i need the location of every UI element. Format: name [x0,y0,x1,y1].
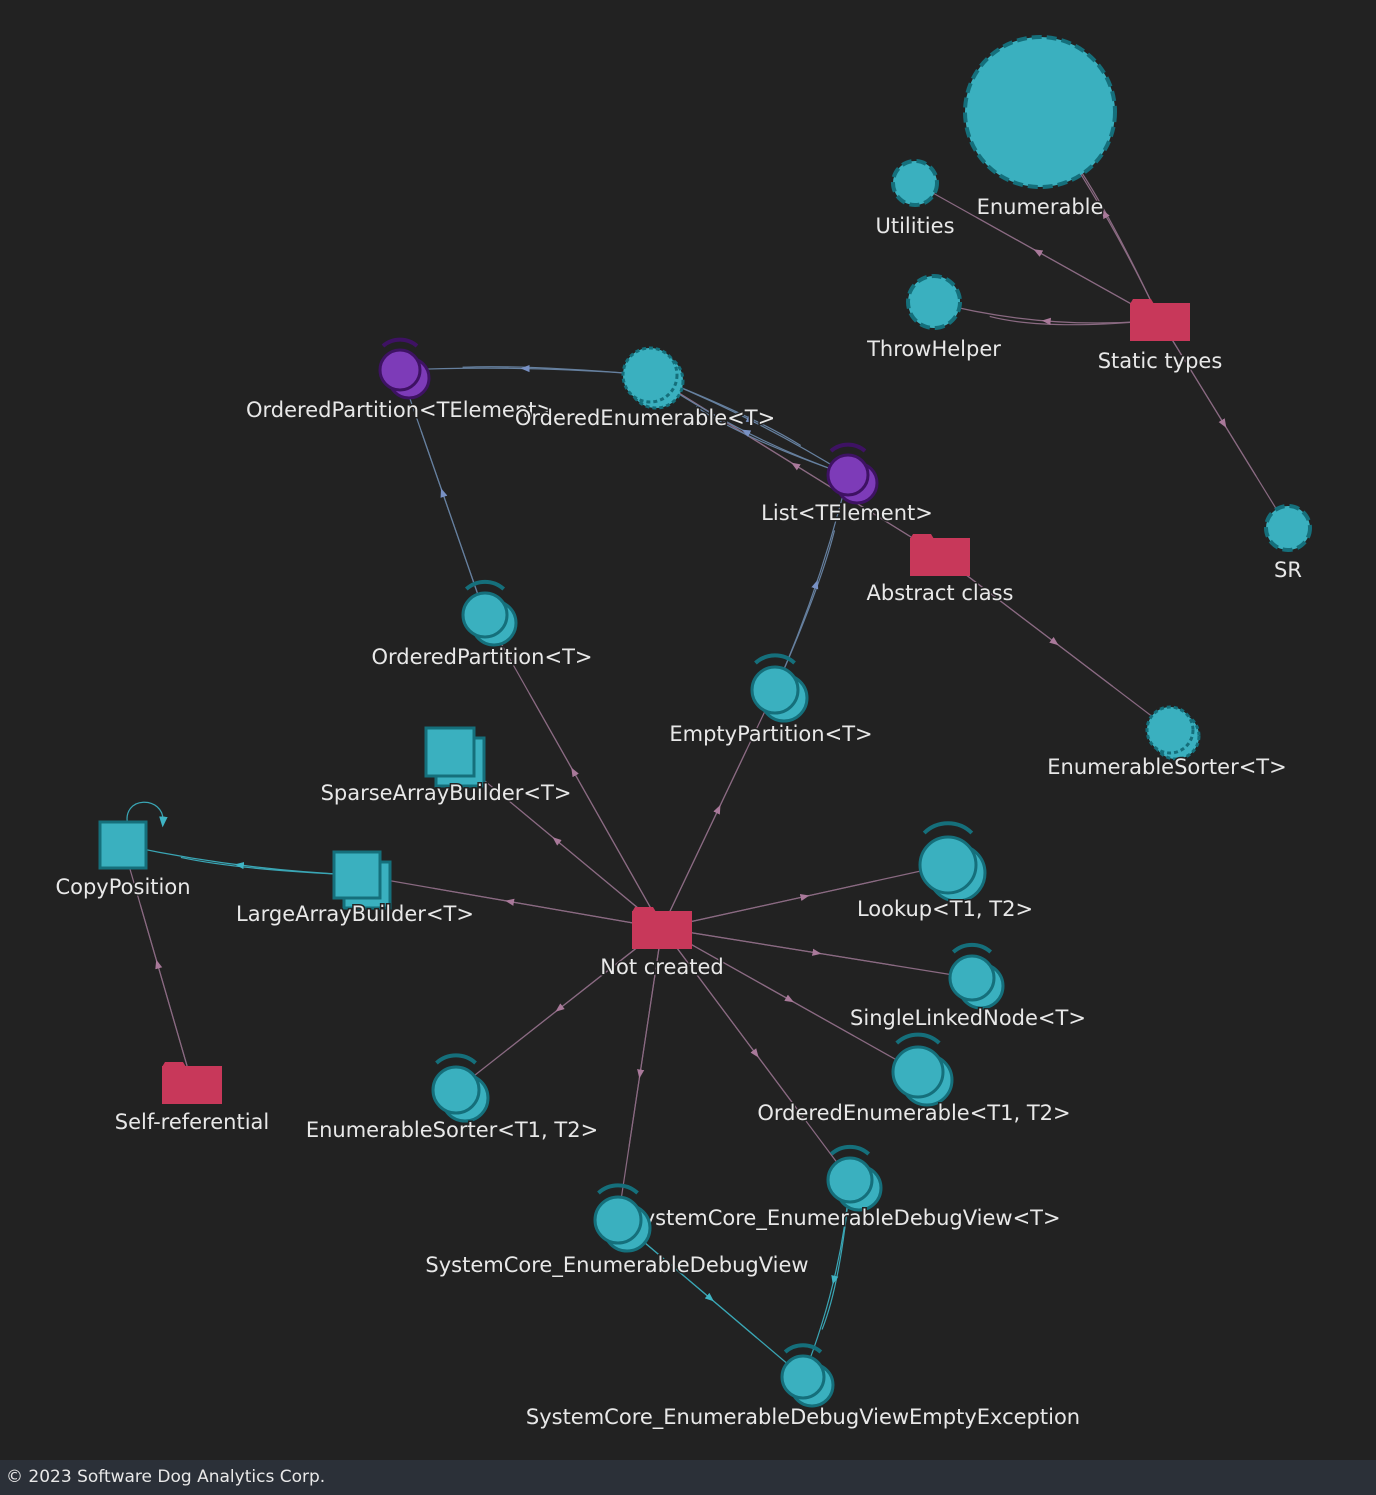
node: List<TElement> [760,442,934,527]
self-loop [126,801,168,828]
node-circle [891,159,939,207]
node-circle [948,954,996,1002]
node: EnumerableSorter<T> [1046,705,1288,781]
node-arc [922,821,974,835]
node-label: Static types [1098,349,1223,373]
node-circle [750,665,800,715]
graph: Enumerable Utilities ThrowHelper Static typ… [54,35,1312,1432]
node-arc [381,337,419,348]
node-label: SystemCore_EnumerableDebugView<T> [629,1206,1060,1231]
node-circle [826,453,870,497]
node-label: Lookup<T1, T2> [857,897,1033,921]
edge-line [933,301,1161,324]
edge-line [122,844,358,876]
node-circle [378,348,422,392]
node-circle [906,274,962,330]
node-circle [431,1065,481,1115]
node: Not created [599,907,725,981]
node: OrderedPartition<T> [370,579,594,671]
node: EmptyPartition<T> [668,653,874,748]
node-circle [621,346,679,404]
folder-tab [910,534,934,539]
node-label: OrderedPartition<TElement> [246,398,554,422]
node-circle [1264,504,1312,552]
node: OrderedEnumerable<T1, T2> [756,1032,1072,1127]
node-circle [918,835,978,895]
node-label: Utilities [875,214,954,238]
node: OrderedPartition<TElement> [245,337,555,424]
node-label: CopyPosition [55,875,190,899]
node-arc [783,1343,823,1354]
node-square [332,850,382,900]
node-circle [826,1156,874,1204]
node-label: OrderedEnumerable<T> [515,406,775,430]
node: SingleLinkedNode<T> [849,942,1087,1032]
node: SR [1264,504,1312,584]
node-square [424,726,476,778]
node-circle [593,1195,643,1245]
node-circle [963,35,1117,189]
folder [910,538,970,576]
node-arc [597,1183,639,1195]
node-arc [951,942,993,954]
node-label: LargeArrayBuilder<T> [236,902,474,926]
node: Lookup<T1, T2> [855,821,1035,923]
node: Static types [1096,299,1224,375]
footer: © 2023 Software Dog Analytics Corp. [0,1460,1376,1495]
folder [632,911,692,949]
node: OrderedEnumerable<T> [513,346,777,432]
node: LargeArrayBuilder<T> [235,850,475,928]
node-label: Not created [600,955,723,979]
node-arc [754,653,796,665]
node-arc [464,579,506,591]
node: SystemCore_EnumerableDebugView [424,1183,810,1280]
node-label: SingleLinkedNode<T> [850,1006,1086,1030]
node-label: SystemCore_EnumerableDebugView [425,1253,808,1278]
node-label: OrderedPartition<T> [371,645,592,669]
folder-tab [632,907,656,912]
node-label: SparseArrayBuilder<T> [321,781,572,805]
node-circle [780,1354,826,1400]
node-label: SR [1274,558,1302,582]
node-circle [461,591,509,639]
node-arc [435,1053,477,1065]
node-arc [895,1032,941,1045]
node: Utilities [874,159,956,240]
node-label: Self-referential [115,1110,270,1134]
node-label: Enumerable [977,195,1104,219]
node-label: EmptyPartition<T> [669,722,872,746]
node: SystemCore_EnumerableDebugView<T> [628,1144,1062,1233]
node: Enumerable [963,35,1117,221]
node-arc [829,1144,871,1156]
node-label: EnumerableSorter<T1, T2> [306,1118,598,1142]
folder-tab [1130,299,1154,304]
node: ThrowHelper [865,274,1003,363]
node-square [98,820,148,870]
node: CopyPosition [54,820,192,901]
nodes: Enumerable Utilities ThrowHelper Static typ… [54,35,1312,1432]
folder-tab [162,1062,186,1067]
node: SystemCore_EnumerableDebugViewEmptyExcep… [524,1343,1082,1432]
node-label: ThrowHelper [866,337,1001,361]
node-label: List<TElement> [761,501,933,525]
node: SparseArrayBuilder<T> [319,726,573,807]
node: Abstract class [865,534,1015,607]
node-label: EnumerableSorter<T> [1047,755,1286,779]
node: EnumerableSorter<T1, T2> [304,1053,600,1144]
node-label: OrderedEnumerable<T1, T2> [757,1101,1070,1125]
folder [162,1066,222,1104]
node-arc [829,442,867,453]
node-circle [1145,705,1195,755]
folder [1130,303,1190,341]
node: Self-referential [113,1062,271,1136]
node-label: SystemCore_EnumerableDebugViewEmptyExcep… [526,1405,1080,1430]
node-circle [891,1045,945,1099]
node-label: Abstract class [867,581,1014,605]
